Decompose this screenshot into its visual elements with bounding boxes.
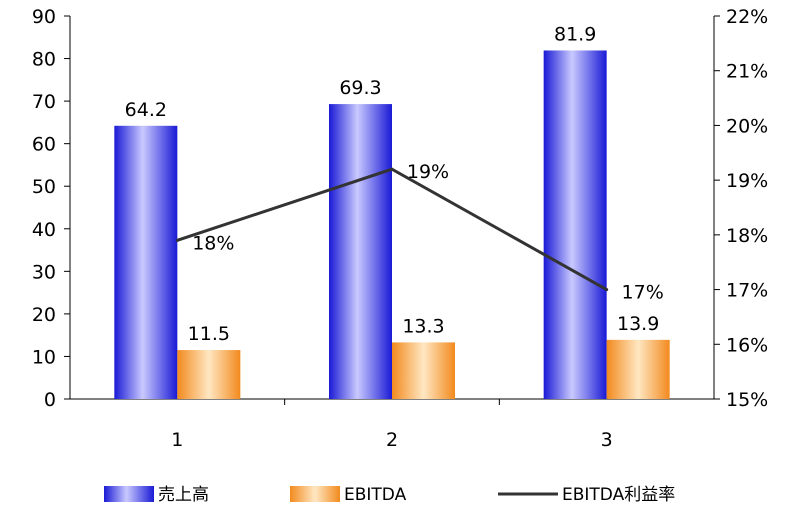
data-label: 81.9	[554, 23, 596, 45]
legend-label: 売上高	[158, 485, 209, 505]
y-left-tick-label: 70	[32, 91, 56, 113]
y-left-tick-label: 30	[32, 261, 56, 283]
y-right-tick-label: 21%	[726, 61, 768, 83]
bar-ebitda	[606, 339, 670, 399]
ratio-line-group	[175, 167, 609, 292]
y-left-tick-label: 80	[32, 49, 56, 71]
data-label: 11.5	[188, 323, 230, 345]
y-right-tick-label: 19%	[726, 170, 768, 192]
legend-label: EBITDA	[344, 485, 407, 505]
data-labels: 64.2 69.3 81.9 11.5 13.3 13.9 18% 19% 17%	[125, 23, 664, 345]
y-left-tick-label: 10	[32, 346, 56, 368]
ratio-label: 17%	[622, 282, 664, 304]
x-tick-label: 2	[386, 429, 398, 451]
data-label: 13.3	[402, 315, 444, 337]
y-right-tick-label: 22%	[726, 6, 768, 28]
data-label: 64.2	[125, 99, 167, 121]
bar-sales	[543, 50, 607, 399]
y-right-tick-label: 17%	[726, 280, 768, 302]
legend: 売上高 EBITDA EBITDA利益率	[104, 485, 675, 505]
y-right-tick-label: 15%	[726, 389, 768, 411]
legend-label: EBITDA利益率	[562, 485, 675, 505]
legend-swatch	[104, 486, 154, 502]
ratio-label: 19%	[407, 161, 449, 183]
ratio-point	[605, 288, 609, 292]
y-right-tick-label: 18%	[726, 225, 768, 247]
bar-sales	[114, 125, 178, 399]
x-tick-label: 3	[601, 429, 613, 451]
data-label: 13.9	[617, 313, 659, 335]
y-left-tick-label: 50	[32, 176, 56, 198]
y-left-tick-label: 20	[32, 304, 56, 326]
y-right-tick-label: 20%	[726, 115, 768, 137]
ratio-point	[175, 238, 179, 242]
axes: 0 10 20 30 40 50 60 70 80 90 15% 16% 17% 18% 19% 20% 21%…	[32, 6, 768, 451]
x-tick-label: 1	[171, 429, 183, 451]
data-label: 69.3	[339, 77, 381, 99]
y-left-tick-label: 0	[44, 389, 56, 411]
y-left-tick-label: 40	[32, 219, 56, 241]
ratio-point	[390, 167, 394, 171]
bar-ebitda	[392, 342, 455, 399]
ratio-label: 18%	[192, 232, 234, 254]
bars	[114, 50, 670, 399]
y-right-tick-label: 16%	[726, 334, 768, 356]
legend-swatch	[290, 486, 340, 502]
y-left-tick-label: 60	[32, 134, 56, 156]
bar-ebitda	[177, 350, 241, 399]
y-left-tick-label: 90	[32, 6, 56, 28]
bar-sales	[329, 104, 392, 399]
